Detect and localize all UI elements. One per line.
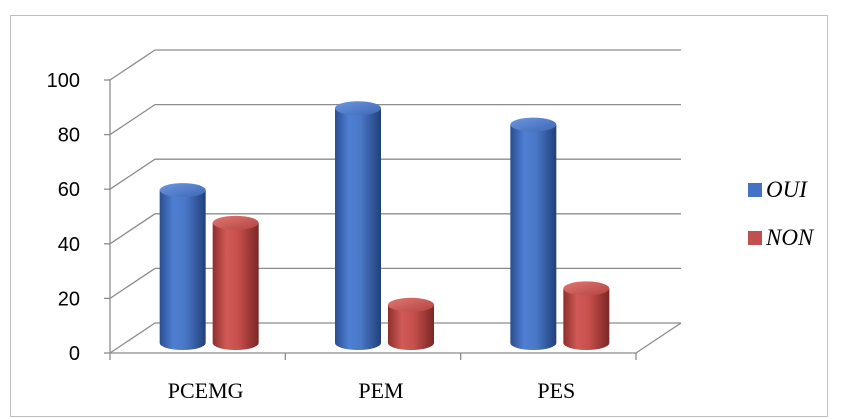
legend-label-oui: OUI xyxy=(766,177,808,202)
y-tick-label: 40 xyxy=(58,234,80,256)
y-tick-label: 20 xyxy=(58,288,80,310)
bar-non-pcemg xyxy=(212,215,259,351)
x-category-label: PEM xyxy=(358,378,403,403)
y-tick-label: 80 xyxy=(58,125,80,147)
x-category-label: PES xyxy=(537,378,575,403)
x-category-label: PCEMG xyxy=(168,378,244,403)
y-tick-label: 0 xyxy=(69,343,80,365)
bar-oui-pem xyxy=(335,101,381,350)
bar-oui-pcemg xyxy=(159,183,206,350)
gridline xyxy=(109,213,681,245)
bar-non-pem xyxy=(388,297,434,350)
legend-label-non: NON xyxy=(765,225,815,250)
y-tick-label: 100 xyxy=(47,70,80,92)
legend-swatch-non xyxy=(748,231,762,245)
y-tick-label: 60 xyxy=(58,179,80,201)
gridline xyxy=(109,322,681,354)
legend-swatch-oui xyxy=(748,183,762,197)
gridline xyxy=(109,158,681,190)
bar-non-pes xyxy=(563,281,610,351)
gridline xyxy=(109,267,681,299)
gridline xyxy=(109,49,681,81)
floor-edge xyxy=(635,322,682,354)
chart-frame xyxy=(10,15,828,417)
gridline xyxy=(109,103,681,136)
bar-oui-pes xyxy=(510,117,557,351)
